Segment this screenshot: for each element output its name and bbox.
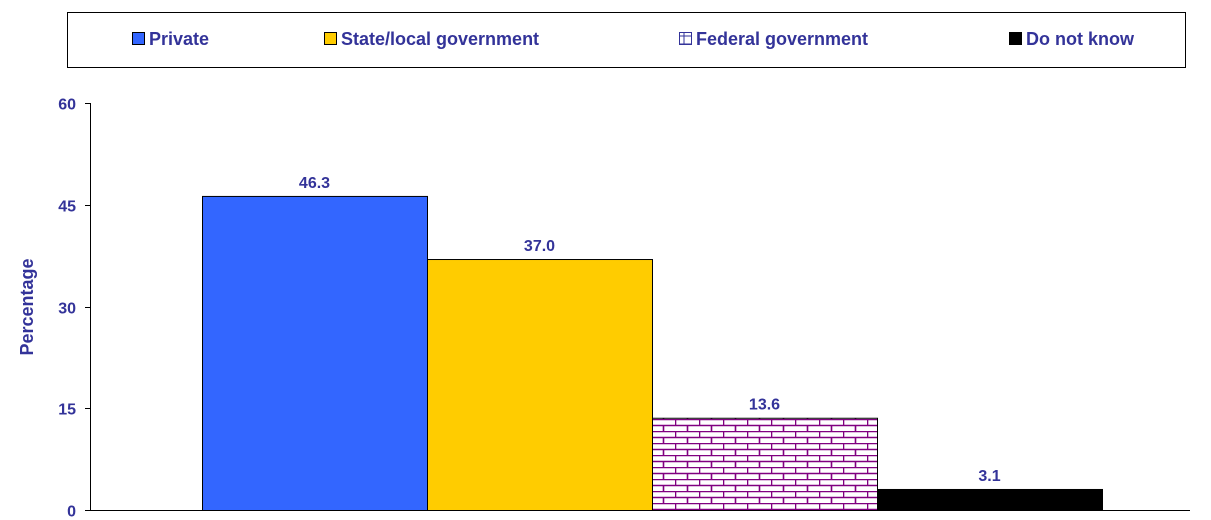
legend-swatch-private (132, 32, 145, 45)
y-tick-label: 45 (58, 199, 76, 216)
legend: Private State/local government Federal g… (132, 29, 1135, 49)
legend-item-federal: Federal government (679, 29, 868, 49)
legend-label-state-local: State/local government (341, 29, 539, 49)
legend-swatch-state-local (324, 32, 337, 45)
bar-federal-government (652, 417, 878, 512)
legend-swatch-do-not-know (1009, 32, 1022, 45)
bar-private (202, 195, 428, 511)
legend-label-do-not-know: Do not know (1026, 29, 1135, 49)
legend-label-private: Private (149, 29, 209, 49)
y-tick-label: 60 (58, 97, 76, 114)
legend-item-state-local: State/local government (324, 29, 539, 49)
legend-item-do-not-know: Do not know (1009, 29, 1135, 49)
y-tick-label: 15 (58, 402, 76, 419)
y-tick-label: 0 (67, 504, 76, 520)
legend-label-federal: Federal government (696, 29, 868, 49)
plot-area: 46.3 37.0 13.6 3.1 0 15 30 45 60 (58, 97, 1190, 520)
data-label-private: 46.3 (299, 175, 330, 192)
data-label-federal-government: 13.6 (749, 397, 780, 414)
legend-item-private: Private (132, 29, 209, 49)
legend-box (67, 12, 1186, 68)
bar-do-not-know (877, 488, 1103, 512)
legend-swatch-federal (679, 32, 692, 45)
data-label-state-local-government: 37.0 (524, 238, 555, 255)
y-tick-label: 30 (58, 301, 76, 318)
y-axis-title: Percentage (17, 258, 37, 355)
bar-state-local-government (427, 259, 653, 511)
data-label-do-not-know: 3.1 (978, 468, 1000, 485)
